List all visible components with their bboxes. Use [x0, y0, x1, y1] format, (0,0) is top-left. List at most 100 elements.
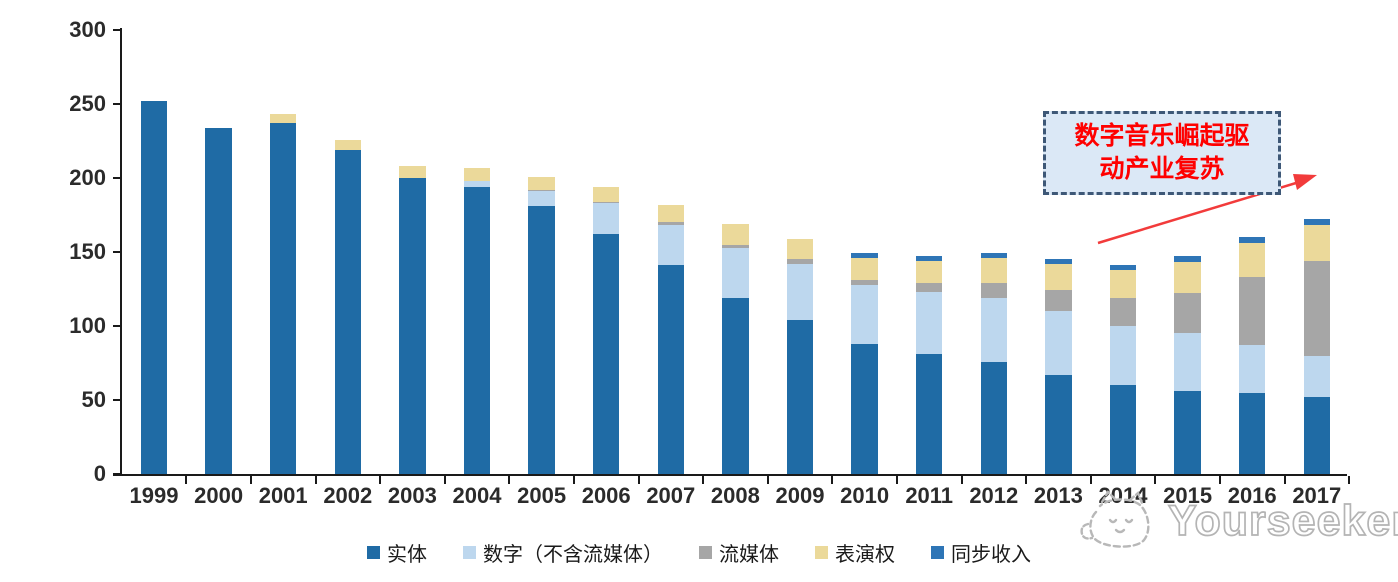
- bar-segment-2012: [980, 283, 1008, 298]
- y-axis-label: 200: [69, 165, 106, 190]
- legend: 实体 数字（不含流媒体） 流媒体 表演权 同步收入: [0, 538, 1398, 567]
- y-axis-tick: [113, 177, 121, 179]
- bar-segment-1999: [140, 101, 168, 474]
- legend-swatch-icon: [463, 546, 476, 559]
- bar-segment-2007: [657, 204, 685, 223]
- bar-segment-2011: [915, 354, 943, 474]
- bar-segment-2017: [1303, 355, 1331, 398]
- bar-segment-2005: [528, 189, 555, 192]
- legend-label: 数字（不含流媒体）: [483, 544, 663, 566]
- bar-segment-2009: [786, 263, 814, 321]
- bar-segment-2006: [592, 201, 620, 204]
- bar-segment-2008: [722, 244, 749, 248]
- bar-segment-2013: [1045, 374, 1072, 474]
- x-axis-label-2013: 2013: [1033, 483, 1083, 508]
- bar-segment-2017: [1303, 219, 1331, 226]
- x-axis-label-2011: 2011: [905, 483, 954, 508]
- legend-swatch-icon: [815, 546, 828, 559]
- bar-segment-2005: [528, 206, 555, 474]
- legend-label: 流媒体: [719, 544, 779, 566]
- bar-segment-2017: [1303, 397, 1331, 474]
- bar-segment-2016: [1238, 392, 1266, 474]
- bar-segment-2013: [1045, 311, 1072, 375]
- bar-segment-2011: [915, 256, 943, 261]
- legend-item: 实体: [367, 538, 427, 567]
- bar-segment-2015: [1174, 256, 1201, 263]
- x-axis-label-2010: 2010: [840, 483, 890, 508]
- bar-segment-2016: [1238, 345, 1266, 393]
- x-axis-tick: [314, 476, 317, 484]
- y-axis-label: 150: [69, 239, 106, 264]
- watermark-text: Yourseeker: [1167, 496, 1398, 546]
- bar-segment-2008: [722, 297, 749, 474]
- bar-segment-2003: [399, 178, 426, 474]
- bar-segment-2007: [657, 265, 685, 474]
- legend-label: 同步收入: [951, 544, 1031, 566]
- bar-segment-2012: [980, 297, 1008, 362]
- x-axis-label-2003: 2003: [387, 483, 437, 508]
- bar-segment-2001: [269, 123, 297, 474]
- bar-segment-2012: [980, 361, 1008, 474]
- x-axis-label-2009: 2009: [775, 483, 825, 508]
- legend-swatch-icon: [931, 546, 944, 559]
- x-axis-tick: [1089, 476, 1092, 484]
- x-axis-tick: [831, 476, 834, 484]
- bar-segment-2014: [1109, 385, 1137, 474]
- x-axis-tick: [1154, 476, 1157, 484]
- legend-item: 流媒体: [699, 538, 779, 567]
- x-axis-label-2005: 2005: [517, 483, 567, 508]
- legend-label: 表演权: [835, 544, 895, 566]
- bar-segment-2010: [851, 343, 878, 474]
- legend-item: 表演权: [815, 538, 895, 567]
- x-axis-tick: [895, 476, 898, 484]
- bar-segment-2009: [786, 238, 814, 260]
- legend-label: 实体: [387, 544, 427, 566]
- x-axis-tick: [702, 476, 705, 484]
- y-axis-tick: [113, 251, 121, 253]
- bar-segment-2007: [657, 222, 685, 226]
- bar-segment-2012: [980, 253, 1008, 258]
- bar-segment-2002: [334, 139, 362, 150]
- bar-segment-2010: [851, 253, 878, 258]
- y-axis-tick: [113, 473, 121, 475]
- bar-segment-2014: [1109, 265, 1137, 270]
- x-axis-label-1999: 1999: [129, 483, 179, 508]
- bar-segment-2008: [722, 247, 749, 298]
- legend-swatch-icon: [699, 546, 712, 559]
- y-axis-label: 0: [93, 461, 106, 486]
- bar-segment-2009: [786, 259, 814, 264]
- bar-segment-2004: [463, 180, 491, 187]
- legend-item: 数字（不含流媒体）: [463, 538, 663, 567]
- bar-segment-2010: [851, 280, 878, 285]
- x-axis-tick: [185, 476, 188, 484]
- y-axis-label: 250: [69, 91, 106, 116]
- y-axis-tick: [113, 325, 121, 327]
- x-axis-tick: [443, 476, 446, 484]
- annotation-callout: 数字音乐崛起驱 动产业复苏: [1043, 111, 1281, 195]
- x-axis-label-2008: 2008: [710, 483, 760, 508]
- bar-segment-2004: [463, 186, 491, 474]
- y-axis-label: 300: [69, 17, 106, 42]
- bar-segment-2016: [1238, 237, 1266, 244]
- annotation-text-line1: 数字音乐崛起驱: [1074, 123, 1250, 150]
- x-axis-tick: [508, 476, 511, 484]
- legend-item: 同步收入: [931, 538, 1031, 567]
- bar-segment-2015: [1174, 391, 1201, 474]
- bar-segment-2006: [592, 186, 620, 202]
- x-axis-tick: [1348, 476, 1351, 484]
- x-axis-label-2017: 2017: [1292, 483, 1342, 508]
- bar-segment-2013: [1045, 263, 1072, 291]
- x-axis: [113, 474, 1347, 476]
- bar-segment-2016: [1238, 243, 1266, 278]
- bar-segment-2015: [1174, 262, 1201, 294]
- bar-segment-2011: [915, 291, 943, 355]
- bar-segment-2017: [1303, 225, 1331, 261]
- x-axis-label-2000: 2000: [194, 483, 244, 508]
- bar-segment-2006: [592, 203, 620, 235]
- x-axis-tick: [1025, 476, 1028, 484]
- bar-segment-2014: [1109, 297, 1137, 326]
- bar-segment-2004: [463, 167, 491, 181]
- bar-segment-2015: [1174, 293, 1201, 334]
- bar-segment-2010: [851, 257, 878, 281]
- y-axis-tick: [113, 29, 121, 31]
